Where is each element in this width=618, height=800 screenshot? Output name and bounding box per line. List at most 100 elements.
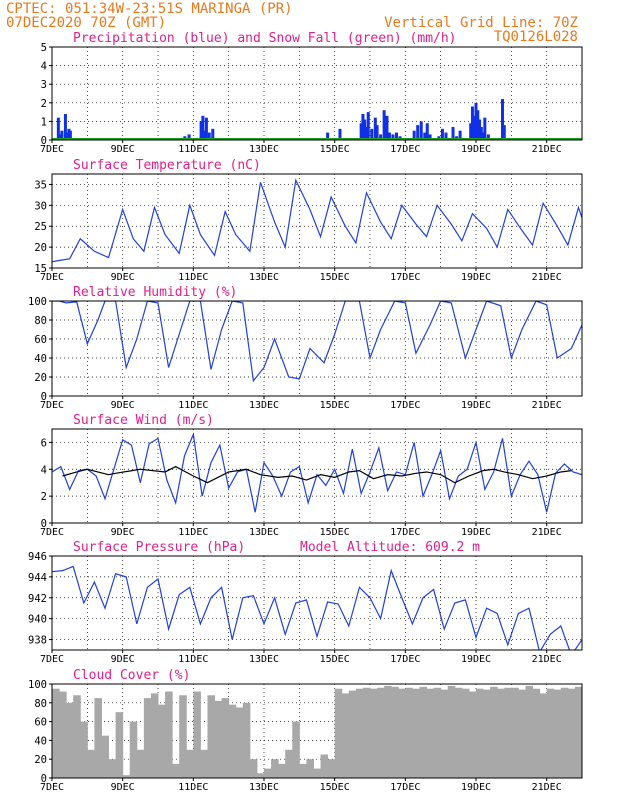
precip-bar <box>326 132 330 140</box>
cloud-bar <box>59 691 67 778</box>
panel-0: 0 1 2 3 4 5 7DEC 9DEC 11DEC 13DEC 15DEC 17DEC 19DEC 2… <box>40 31 583 155</box>
cloud-bar <box>80 721 88 778</box>
panel-title: Cloud Cover (%) <box>73 668 190 683</box>
cloud-bar <box>483 689 491 778</box>
x-tick-label: 17DEC <box>390 144 420 155</box>
precip-bar <box>476 110 480 140</box>
x-tick-label: 9DEC <box>111 144 135 155</box>
cloud-bar <box>256 773 265 778</box>
y-tick-label: 20 <box>34 242 47 254</box>
y-tick-label: 20 <box>34 754 47 766</box>
x-tick-label: 9DEC <box>111 400 135 411</box>
x-tick-label: 11DEC <box>178 400 208 411</box>
cloud-bar <box>334 688 343 778</box>
x-tick-label: 13DEC <box>249 144 279 155</box>
x-tick-label: 19DEC <box>461 654 491 665</box>
precip-bar <box>207 132 211 140</box>
header: CPTEC: 051:34W-23:51S MARINGA (PR) 07DEC… <box>6 1 578 45</box>
cloud-bar <box>264 768 272 778</box>
precip-bar <box>501 99 504 140</box>
cloud-bar <box>362 687 371 778</box>
x-tick-label: 19DEC <box>461 272 491 283</box>
cloud-bar <box>313 768 322 778</box>
cloud-bar <box>235 707 244 778</box>
precip-bar <box>58 134 62 140</box>
x-tick-label: 7DEC <box>40 144 64 155</box>
y-tick-label: 40 <box>34 735 47 747</box>
cloud-bar <box>94 698 102 778</box>
precip-bar <box>68 130 72 140</box>
x-tick-label: 7DEC <box>40 400 64 411</box>
y-tick-label: 1 <box>41 116 47 128</box>
cloud-bar <box>461 688 470 778</box>
cloud-bar <box>143 698 152 778</box>
x-tick-label: 17DEC <box>390 400 420 411</box>
x-tick-label: 9DEC <box>111 272 135 283</box>
precip-bar <box>458 130 462 140</box>
x-tick-label: 9DEC <box>111 654 135 665</box>
cloud-bar <box>539 693 548 778</box>
precip-bar <box>373 117 377 140</box>
cloud-bar <box>115 712 124 778</box>
cloud-bar <box>242 702 251 778</box>
precip-bar <box>479 126 483 140</box>
x-tick-label: 21DEC <box>532 654 562 665</box>
cloud-bar <box>532 688 541 778</box>
precip-bar <box>502 125 506 140</box>
cloud-bar <box>419 686 428 778</box>
precip-bar <box>419 121 423 140</box>
cloud-bar <box>165 691 173 778</box>
precip-bar <box>379 134 383 140</box>
y-tick-label: 40 <box>34 353 47 365</box>
cloud-bar <box>87 749 95 778</box>
precip-bar <box>423 132 427 140</box>
panel-title: Relative Humidity (%) <box>73 285 237 300</box>
y-tick-label: 2 <box>41 491 47 503</box>
cloud-bar <box>101 735 110 778</box>
cloud-bar <box>384 685 392 778</box>
cloud-bar <box>518 689 526 778</box>
panel-4: 938 940 942 944 946 7DEC 9DEC 11DEC 13DEC 15DEC 17… <box>28 540 583 665</box>
precip-bar <box>382 110 386 140</box>
y-tick-label: 944 <box>28 572 47 584</box>
x-tick-label: 19DEC <box>461 144 491 155</box>
y-tick-label: 0 <box>41 773 47 785</box>
y-tick-label: 5 <box>41 42 47 54</box>
precip-bar <box>60 130 64 140</box>
precip-bar <box>338 128 342 140</box>
x-tick-label: 21DEC <box>532 272 562 283</box>
x-tick-label: 13DEC <box>249 400 279 411</box>
precip-bar <box>65 132 69 140</box>
precip-bar <box>187 134 191 140</box>
cloud-bar <box>73 695 81 778</box>
precip-bar <box>444 132 448 140</box>
series-line <box>52 178 582 263</box>
series-line <box>52 301 582 383</box>
x-tick-label: 17DEC <box>390 782 420 793</box>
x-tick-label: 11DEC <box>178 144 208 155</box>
cloud-bar <box>525 685 534 778</box>
header-date: 07DEC2020 70Z (GMT) <box>6 15 166 31</box>
cloud-bar <box>497 688 505 778</box>
precip-bar <box>472 115 476 140</box>
y-tick-label: 4 <box>41 464 47 476</box>
precip-bar <box>481 132 485 140</box>
panel-3: 0 2 4 6 7DEC 9DEC 11DEC 13DEC 15DEC 17DEC 19DEC 21D… <box>40 413 583 538</box>
panel-frame <box>51 555 583 651</box>
y-tick-label: 4 <box>41 61 47 73</box>
precip-bar <box>203 130 207 140</box>
cloud-bar <box>158 704 166 778</box>
y-tick-label: 940 <box>28 614 47 626</box>
y-tick-label: 946 <box>28 551 47 563</box>
precip-bar <box>199 121 203 140</box>
precip-bar <box>470 106 474 140</box>
cloud-bar <box>553 689 562 778</box>
cloud-bar <box>249 759 258 778</box>
x-tick-label: 11DEC <box>178 654 208 665</box>
cloud-bar <box>193 691 201 778</box>
cloud-bar <box>285 749 293 778</box>
x-tick-label: 7DEC <box>40 654 64 665</box>
cloud-bar <box>560 687 569 778</box>
precip-bar <box>412 130 416 140</box>
series-line <box>62 465 572 484</box>
